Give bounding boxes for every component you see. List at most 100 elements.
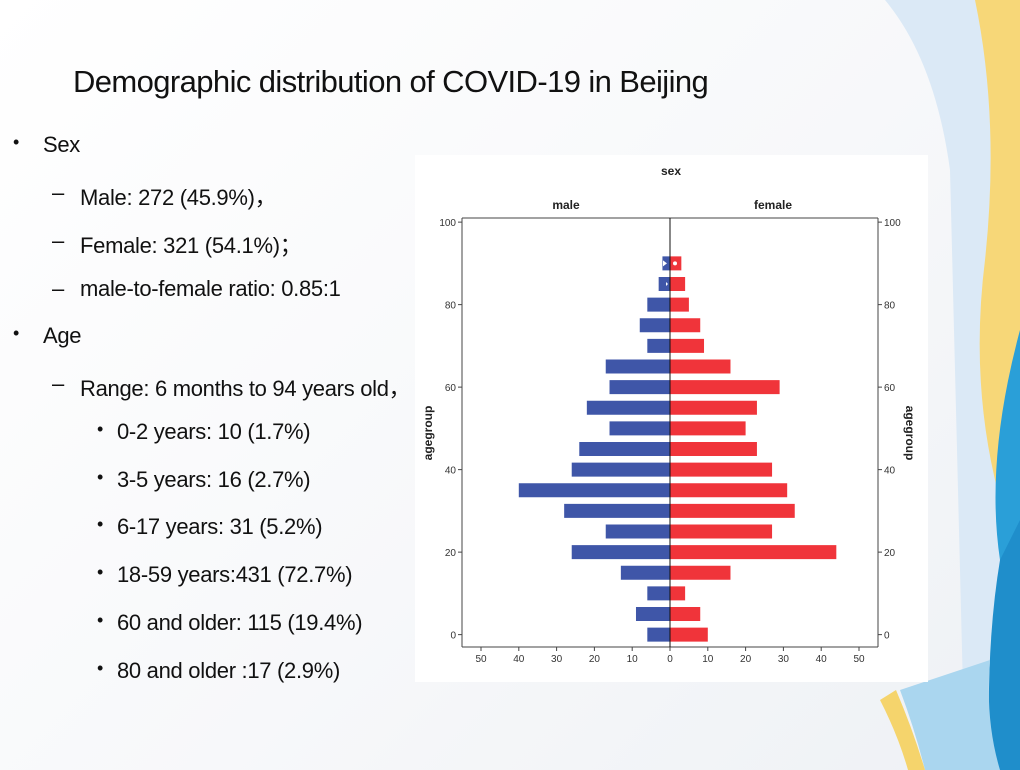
bullet-age-6-17: • 6-17 years: 31 (5.2%) [97,514,323,540]
y-tick-label-left: 60 [445,383,457,394]
female-bar [670,421,746,436]
y-tick-label-right: 80 [884,301,896,312]
bullet-marker: • [97,658,104,678]
y-tick-label-right: 40 [884,466,896,477]
dash-marker: – [52,276,64,301]
male-bar [620,565,670,580]
male-bar [571,545,670,560]
y-tick-label-left: 40 [445,466,457,477]
chart-title: sex [661,164,681,178]
bullet-male-text: Male: 272 (45.9%)， [80,185,277,210]
bullet-age: • Age [13,323,82,349]
female-bar [670,400,757,415]
male-bar [647,627,670,642]
y-axis-label-right: agegroup [903,406,917,461]
bullet-marker: • [97,419,104,439]
panel-label-female: female [754,198,792,212]
bullet-female-text: Female: 321 (54.1%)； [80,233,302,258]
male-bar [564,503,670,518]
female-bar [670,545,837,560]
dash-marker: – [52,371,64,396]
male-bar [647,297,670,312]
male-bar [609,380,670,395]
y-tick-label-left: 20 [445,548,457,559]
y-tick-label-left: 0 [450,631,456,642]
male-bar [579,442,670,456]
female-bar [670,627,708,642]
bullet-ratio: – male-to-female ratio: 0.85:1 [52,276,341,302]
x-tick-label: 0 [667,654,673,665]
male-bar [647,586,670,601]
population-pyramid-chart: sex male female agegroup agegroup 0 0 20 20… [415,155,928,682]
bullet-age-60-plus-text: 60 and older: 115 (19.4%) [117,610,363,635]
outlier-marker [663,260,667,267]
male-bar [658,277,670,291]
bullet-marker: • [97,562,104,582]
bullet-age-range-text: Range: 6 months to 94 years old， [80,376,411,401]
x-tick-label: 50 [475,654,487,665]
y-tick-label-right: 100 [884,218,901,229]
bullet-male: – Male: 272 (45.9%)， [52,180,277,212]
x-tick-label: 30 [778,654,790,665]
female-bar [670,565,731,580]
male-bar [647,338,670,353]
bullet-sex: • Sex [13,132,81,158]
male-bar [586,400,670,415]
female-bar [670,503,795,518]
dash-marker: – [52,180,64,205]
bullet-marker: • [97,610,104,630]
y-axis-label-left: agegroup [421,406,435,461]
bullet-marker: • [97,467,104,487]
bullet-age-0-2-text: 0-2 years: 10 (1.7%) [117,419,311,444]
female-bar [670,442,757,456]
female-bar [670,359,731,374]
female-bar [670,318,701,333]
bullet-marker: • [13,132,20,152]
y-tick-label-right: 20 [884,548,896,559]
chart-svg: sex male female agegroup agegroup 0 0 20 20… [421,164,917,665]
x-tick-label: 50 [853,654,865,665]
bullet-female: – Female: 321 (54.1%)； [52,228,302,260]
female-bar [670,483,788,498]
female-bar [670,380,780,395]
male-bar [605,524,670,539]
bullet-age-18-59: • 18-59 years:431 (72.7%) [97,562,353,588]
slide-title: Demographic distribution of COVID-19 in … [73,64,709,99]
female-bar [670,607,701,621]
x-tick-label: 10 [702,654,714,665]
bullet-list: • Sex – Male: 272 (45.9%)， – Female: 321… [0,0,411,770]
bullet-age-80-plus-text: 80 and older :17 (2.9%) [117,658,341,683]
y-tick-label-right: 0 [884,631,890,642]
outlier-marker [666,282,668,286]
x-tick-label: 10 [627,654,639,665]
female-bar [670,586,686,601]
bullet-marker: • [97,514,104,534]
bullet-sex-label: Sex [43,132,81,157]
male-bar [639,318,670,333]
male-bar [635,607,670,621]
panel-label-male: male [552,198,580,212]
x-tick-label: 40 [816,654,828,665]
x-tick-label: 30 [551,654,563,665]
bullet-age-6-17-text: 6-17 years: 31 (5.2%) [117,514,323,539]
bullet-age-80-plus: • 80 and older :17 (2.9%) [97,658,341,684]
male-bar [571,462,670,477]
female-bar [670,524,773,539]
female-bar [670,277,686,291]
outlier-marker [673,261,677,266]
male-bar [609,421,670,436]
female-bar [670,297,689,312]
male-bar [605,359,670,374]
x-tick-label: 20 [589,654,601,665]
y-tick-label-left: 100 [439,218,456,229]
bullet-age-0-2: • 0-2 years: 10 (1.7%) [97,419,311,445]
bullet-age-18-59-text: 18-59 years:431 (72.7%) [117,562,353,587]
x-tick-label: 20 [740,654,752,665]
x-tick-label: 40 [513,654,525,665]
dash-marker: – [52,228,64,253]
bullet-age-60-plus: • 60 and older: 115 (19.4%) [97,610,363,636]
bullet-ratio-text: male-to-female ratio: 0.85:1 [80,276,341,301]
bullet-age-range: – Range: 6 months to 94 years old， [52,371,411,403]
y-tick-label-left: 80 [445,301,457,312]
